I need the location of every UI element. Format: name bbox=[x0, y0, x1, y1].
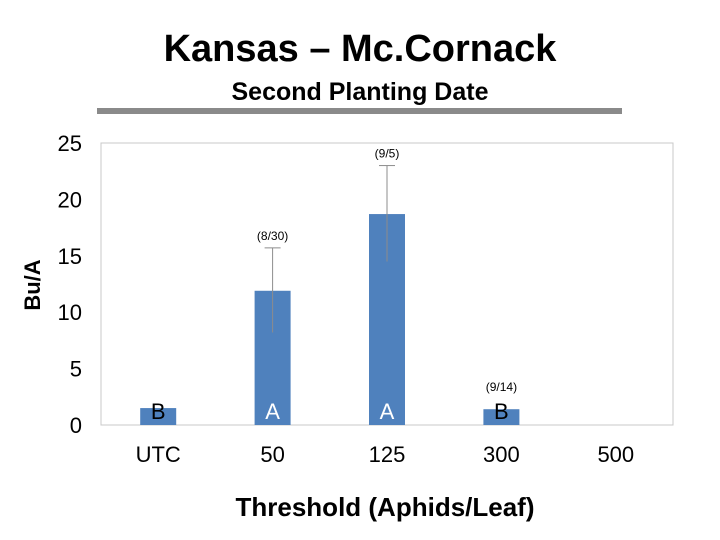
title-divider bbox=[97, 108, 622, 114]
x-axis-title: Threshold (Aphids/Leaf) bbox=[236, 492, 535, 522]
significance-letter: B bbox=[494, 399, 509, 424]
x-tick-label: 500 bbox=[597, 442, 634, 467]
bar bbox=[483, 409, 520, 425]
significance-letter: A bbox=[265, 399, 280, 424]
x-tick-label: 125 bbox=[369, 442, 406, 467]
y-tick-label: 15 bbox=[58, 244, 82, 269]
y-tick-label: 5 bbox=[70, 357, 82, 382]
date-label: (8/30) bbox=[257, 229, 288, 243]
date-label: (9/5) bbox=[375, 147, 400, 161]
x-tick-label: UTC bbox=[136, 442, 181, 467]
significance-letter: B bbox=[151, 399, 166, 424]
bar bbox=[140, 408, 177, 425]
chart-title: Kansas – Mc.Cornack bbox=[163, 28, 557, 70]
y-tick-label: 25 bbox=[58, 131, 82, 156]
x-tick-label: 300 bbox=[483, 442, 520, 467]
x-tick-label: 50 bbox=[260, 442, 284, 467]
date-label: (9/14) bbox=[486, 380, 517, 394]
y-tick-label: 10 bbox=[58, 300, 82, 325]
chart-subtitle: Second Planting Date bbox=[231, 78, 489, 106]
y-tick-label: 0 bbox=[70, 413, 82, 438]
y-axis-title: Bu/A bbox=[20, 259, 45, 310]
y-tick-label: 20 bbox=[58, 187, 82, 212]
significance-letter: A bbox=[380, 399, 395, 424]
